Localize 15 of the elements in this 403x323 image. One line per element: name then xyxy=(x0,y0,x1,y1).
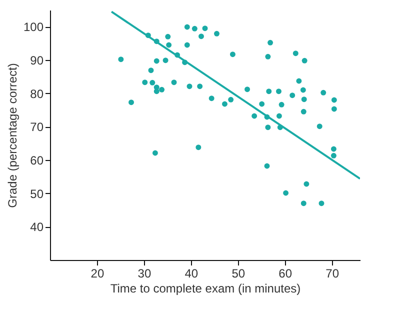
y-tick-label: 100 xyxy=(23,20,44,34)
y-tick-label: 60 xyxy=(30,154,44,168)
y-tick-label: 90 xyxy=(30,54,44,68)
x-tick-label: 60 xyxy=(278,266,292,280)
x-tick-label: 20 xyxy=(90,266,104,280)
y-tick-label: 40 xyxy=(30,220,44,234)
x-tick-label: 40 xyxy=(184,266,198,280)
x-tick-label: 30 xyxy=(138,266,152,280)
x-tick-label: 50 xyxy=(232,266,246,280)
y-tick-label: 50 xyxy=(30,186,44,201)
y-tick-label: 70 xyxy=(30,120,44,134)
x-axis-title: Time to complete exam (in minutes) xyxy=(110,282,301,296)
y-axis-title: Grade (percentage correct) xyxy=(5,63,20,208)
y-tick-label: 80 xyxy=(30,86,44,101)
x-tick-label: 70 xyxy=(326,266,340,280)
